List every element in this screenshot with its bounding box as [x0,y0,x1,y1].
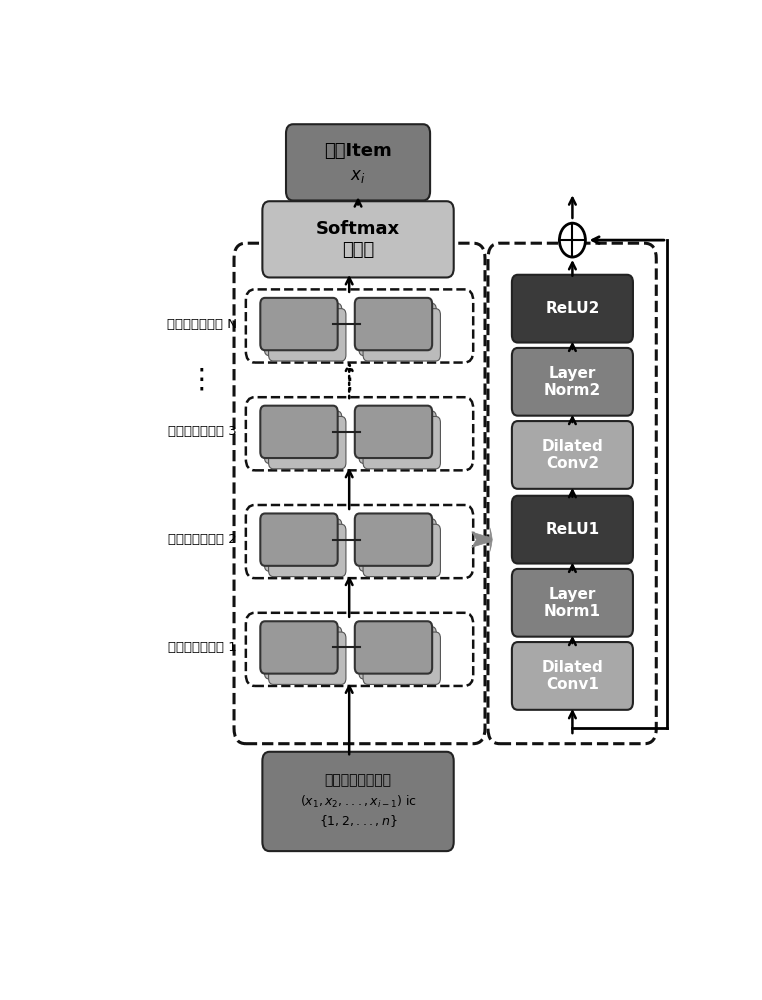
Text: ReLU2: ReLU2 [546,301,600,316]
FancyBboxPatch shape [261,621,338,674]
FancyBboxPatch shape [264,411,342,463]
FancyBboxPatch shape [363,309,440,361]
Text: 空洞卷积残差块 2: 空洞卷积残差块 2 [168,533,237,546]
FancyBboxPatch shape [512,275,633,343]
FancyBboxPatch shape [268,524,346,577]
FancyBboxPatch shape [512,642,633,710]
FancyBboxPatch shape [359,303,437,356]
Text: ReLU1: ReLU1 [546,522,600,537]
FancyBboxPatch shape [261,406,338,458]
FancyBboxPatch shape [264,519,342,571]
Text: Softmax
分类器: Softmax 分类器 [316,220,400,259]
FancyBboxPatch shape [261,513,338,566]
Text: $(x_1, x_2,..., x_{i-1})$ ic: $(x_1, x_2,..., x_{i-1})$ ic [299,793,417,810]
Text: 空洞卷积残差块 N: 空洞卷积残差块 N [167,318,237,331]
FancyBboxPatch shape [512,348,633,416]
FancyBboxPatch shape [268,416,346,469]
FancyBboxPatch shape [512,569,633,637]
FancyBboxPatch shape [363,632,440,684]
FancyBboxPatch shape [262,201,453,277]
FancyBboxPatch shape [355,621,432,674]
Text: Layer
Norm1: Layer Norm1 [544,587,601,619]
FancyBboxPatch shape [264,303,342,356]
Text: ⋮: ⋮ [335,366,363,394]
FancyBboxPatch shape [363,416,440,469]
Text: 空洞卷积残差块 1: 空洞卷积残差块 1 [168,641,237,654]
FancyBboxPatch shape [262,752,453,851]
Circle shape [559,223,585,257]
FancyBboxPatch shape [268,309,346,361]
Text: Dilated
Conv1: Dilated Conv1 [542,660,604,692]
Text: ⋮: ⋮ [187,366,216,394]
FancyBboxPatch shape [359,519,437,571]
FancyBboxPatch shape [363,524,440,577]
FancyBboxPatch shape [512,421,633,489]
FancyBboxPatch shape [512,496,633,564]
FancyBboxPatch shape [355,406,432,458]
Text: 用户历史浏览序列: 用户历史浏览序列 [325,773,392,787]
FancyBboxPatch shape [261,298,338,350]
FancyBboxPatch shape [359,627,437,679]
FancyBboxPatch shape [268,632,346,684]
Text: $\{1,2,...,n\}$: $\{1,2,...,n\}$ [319,814,398,829]
Text: $x_i$: $x_i$ [351,167,366,185]
FancyBboxPatch shape [359,411,437,463]
Text: Layer
Norm2: Layer Norm2 [544,366,601,398]
Text: Dilated
Conv2: Dilated Conv2 [542,439,604,471]
FancyBboxPatch shape [355,513,432,566]
Text: 空洞卷积残差块 3: 空洞卷积残差块 3 [168,425,237,438]
FancyBboxPatch shape [264,627,342,679]
FancyBboxPatch shape [286,124,430,200]
FancyBboxPatch shape [355,298,432,350]
Text: 预测Item: 预测Item [324,142,392,160]
